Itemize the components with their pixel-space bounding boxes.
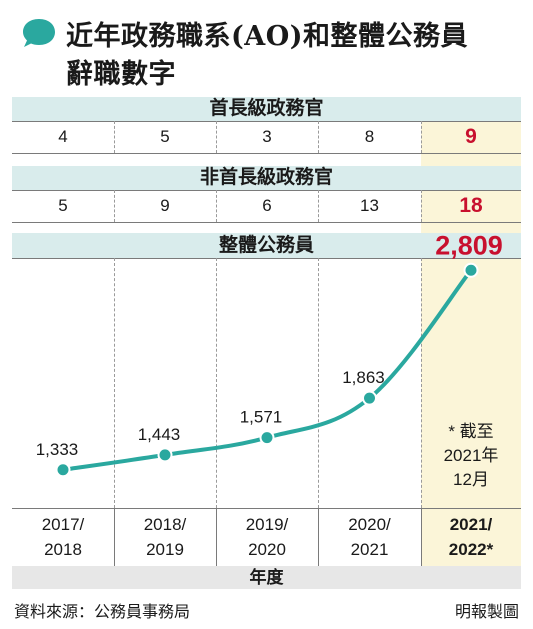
data-label: 1,333 [36,440,79,459]
data-label: 1,863 [342,368,385,387]
directorate-value-2017: 4 [58,127,68,146]
speech-bubble-icon [23,19,55,47]
column-divider [421,121,422,153]
row-border [12,153,521,154]
non-directorate-value-2017: 5 [58,196,68,215]
chart-title-line-1: 近年政務職系(AO)和整體公務員 [66,21,469,52]
chart-annotation: * 截至 2021年 12月 [421,420,521,492]
column-divider [216,190,217,222]
x-tick-2018: 2018/2019 [143,515,187,559]
data-point [362,390,377,406]
data-label: 1,443 [138,425,181,444]
x-tick-2019: 2019/2020 [245,515,289,559]
highlight-column-2021-2022 [421,121,521,566]
column-divider [421,190,422,222]
column-divider [216,121,217,153]
directorate-value-2019: 3 [262,127,272,146]
x-tick-2020: 2020/2021 [348,515,391,559]
annotation-line-2: 2021年 [443,446,499,465]
non-directorate-value-2019: 6 [262,196,272,215]
data-point [259,430,275,446]
column-divider [421,508,422,566]
column-divider [318,190,319,222]
chart-title-line-2: 辭職數字 [66,59,176,90]
column-divider [114,258,115,508]
column-divider [114,121,115,153]
column-divider [114,190,115,222]
data-point [55,462,71,478]
x-axis-line [12,508,521,509]
data-point [157,447,173,463]
data-label: 2,809 [435,230,503,260]
column-divider [318,258,319,508]
column-divider [318,508,319,566]
annotation-line-3: 12月 [453,470,489,489]
column-divider [216,508,217,566]
non-directorate-value-2021: 18 [459,194,483,217]
row-border [12,222,521,223]
x-axis-label: 年度 [12,566,521,589]
non-directorate-value-2018: 9 [160,196,170,215]
annotation-line-1: * 截至 [448,422,494,441]
row-border [12,190,521,191]
section-header-non-directorate-ao: 非首長級政務官 [12,166,521,190]
directorate-value-2018: 5 [160,127,170,146]
title-area: 近年政務職系(AO)和整體公務員 辭職數字 [0,0,533,95]
column-divider [216,258,217,508]
section-header-directorate-ao: 首長級政務官 [12,97,521,121]
column-divider [114,508,115,566]
row-border [12,121,521,122]
row-border [12,258,521,259]
column-divider [318,121,319,153]
source-text: 資料來源：公務員事務局 [14,604,191,621]
x-tick-2021: 2021/2022* [448,515,494,559]
directorate-value-2020: 8 [364,127,375,146]
data-point [463,262,479,278]
directorate-value-2021: 9 [465,125,477,148]
non-directorate-value-2020: 13 [360,196,379,215]
x-tick-2017: 2017/2018 [41,515,85,559]
column-divider [421,258,422,508]
section-header-civil-service: 整體公務員 [12,233,521,258]
credit-text: 明報製圖 [454,604,519,621]
data-label: 1,571 [240,408,283,427]
